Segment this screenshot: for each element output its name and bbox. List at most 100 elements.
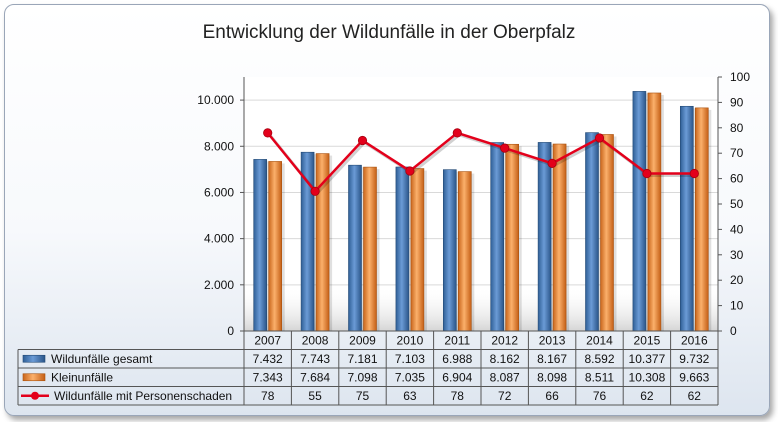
- data-label: 8.592: [584, 352, 614, 366]
- bar-kleinunfaelle: [315, 153, 333, 332]
- line-point: [642, 168, 652, 179]
- x-axis-tick-label: 2010: [397, 333, 424, 347]
- data-label: 72: [498, 389, 512, 403]
- data-label: 7.743: [300, 352, 330, 366]
- right-axis-tick-label: 80: [730, 121, 744, 135]
- bar-wildunfaelle-gesamt: [300, 151, 318, 332]
- right-axis-tick-label: 10: [730, 299, 744, 313]
- data-label: 8.087: [490, 370, 520, 384]
- x-axis-tick-label: 2009: [349, 333, 376, 347]
- data-label: 10.308: [629, 370, 666, 384]
- data-label: 78: [451, 389, 465, 403]
- bar-body: [647, 92, 662, 332]
- line-series: [263, 128, 699, 196]
- bar-body: [442, 169, 457, 332]
- bar-kleinunfaelle: [268, 161, 285, 332]
- data-label: 55: [308, 389, 322, 403]
- data-label: 8.098: [537, 370, 567, 384]
- right-axis-tick-label: 70: [730, 146, 744, 160]
- bar-body: [348, 164, 362, 332]
- x-axis-tick-label: 2008: [302, 333, 329, 347]
- data-label: 62: [640, 389, 654, 403]
- data-label: 7.432: [253, 352, 283, 366]
- data-label: 9.732: [679, 352, 709, 366]
- bar-body: [410, 168, 425, 332]
- bars: [253, 91, 712, 332]
- x-axis-tick-label: 2012: [491, 333, 518, 347]
- bar-wildunfaelle-gesamt: [253, 159, 270, 332]
- bar-body: [679, 105, 694, 332]
- data-label: 6.904: [442, 370, 472, 384]
- data-table: 2007 2008 2009 2010 2011 2012 2013 2014 2015 2016…: [17, 330, 719, 406]
- x-axis-tick-label: 2015: [634, 333, 661, 347]
- right-axis-tick-label: 100: [730, 70, 750, 84]
- line-point: [357, 135, 368, 146]
- line-point: [405, 166, 415, 176]
- line-point: [547, 158, 557, 168]
- legend-key-marker: [31, 391, 39, 400]
- left-axis-tick-label: 0: [227, 324, 234, 338]
- legend-label: Wildunfälle gesamt: [51, 352, 153, 366]
- line-point: [452, 128, 462, 138]
- data-label: 6.988: [442, 352, 472, 366]
- bar-kleinunfaelle: [600, 134, 617, 332]
- right-axis-tick-label: 50: [730, 197, 744, 211]
- bar-wildunfaelle-gesamt: [585, 132, 602, 332]
- line-point: [689, 168, 699, 179]
- data-label: 8.167: [537, 352, 567, 366]
- left-axis-tick-label: 6.000: [204, 185, 234, 199]
- bar-kleinunfaelle: [505, 143, 522, 332]
- data-label: 7.098: [347, 370, 377, 384]
- bar-body: [505, 143, 520, 332]
- bar-kleinunfaelle: [457, 171, 475, 332]
- data-label: 7.103: [395, 352, 425, 366]
- x-axis-tick-label: 2016: [681, 333, 708, 347]
- right-axis-tick-label: 90: [730, 95, 744, 109]
- line-personenschaden: [266, 131, 695, 194]
- bar-wildunfaelle-gesamt: [348, 164, 365, 332]
- data-label: 63: [403, 389, 417, 403]
- left-axis-tick-label: 4.000: [204, 232, 234, 246]
- data-label: 62: [688, 389, 702, 403]
- bar-body: [490, 142, 505, 332]
- axes: 0 2.000 4.000 6.000 8.000 10.000 0 10 20 30 40 50 60…: [197, 70, 750, 338]
- bar-kleinunfaelle: [363, 166, 380, 332]
- left-axis-tick-label: 2.000: [204, 278, 234, 292]
- data-label: 9.663: [679, 370, 709, 384]
- bar-body: [253, 159, 267, 332]
- x-axis-tick-label: 2014: [586, 333, 613, 347]
- data-label: 7.343: [253, 370, 283, 384]
- line-point: [500, 143, 510, 153]
- x-axis-tick-label: 2013: [539, 333, 566, 347]
- data-label: 7.181: [347, 352, 377, 366]
- right-axis-tick-label: 0: [730, 324, 737, 338]
- bar-body: [268, 161, 283, 332]
- bar-wildunfaelle-gesamt: [537, 142, 555, 332]
- data-label: 75: [356, 389, 370, 403]
- legend-label: Kleinunfälle: [51, 370, 113, 384]
- legend-key-kleinunfaelle: [22, 373, 46, 382]
- line-point: [310, 186, 320, 196]
- bar-body: [552, 143, 567, 332]
- bar-kleinunfaelle: [410, 168, 427, 332]
- data-label: 76: [593, 389, 607, 403]
- data-label: 78: [261, 389, 275, 403]
- bar-body: [457, 171, 472, 332]
- legend-key-wildunfaelle-gesamt: [22, 354, 46, 363]
- x-axis-tick-label: 2011: [444, 333, 470, 347]
- bar-kleinunfaelle: [552, 143, 570, 332]
- data-label: 8.162: [490, 352, 520, 366]
- bar-kleinunfaelle: [694, 107, 712, 332]
- left-axis-tick-label: 10.000: [197, 93, 234, 107]
- bar-body: [537, 142, 552, 332]
- x-axis-tick-label: 2007: [254, 333, 281, 347]
- right-axis-tick-label: 60: [730, 172, 744, 186]
- right-axis-tick-label: 30: [730, 248, 744, 262]
- bar-body: [694, 107, 709, 332]
- bar-body: [395, 166, 410, 332]
- bar-wildunfaelle-gesamt: [632, 91, 649, 332]
- data-label: 7.035: [395, 370, 425, 384]
- bar-wildunfaelle-gesamt: [679, 105, 697, 332]
- data-label: 7.684: [300, 370, 330, 384]
- data-label: 66: [545, 389, 559, 403]
